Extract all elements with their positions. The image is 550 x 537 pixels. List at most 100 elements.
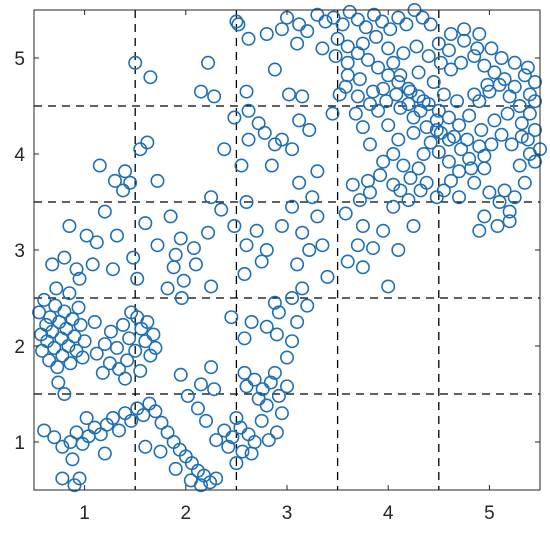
data-point (214, 202, 229, 217)
data-point (269, 425, 284, 440)
data-point (472, 223, 487, 238)
data-point (325, 106, 340, 121)
data-point (462, 151, 477, 166)
data-point (193, 84, 208, 99)
data-point (251, 116, 266, 131)
data-point (95, 365, 110, 380)
data-point (431, 36, 446, 51)
data-point (406, 125, 421, 140)
data-point (201, 55, 216, 70)
data-point (69, 425, 84, 440)
x-axis-ticks: 1 2 3 4 5 (79, 10, 495, 524)
data-point (338, 79, 353, 94)
data-point (174, 290, 189, 305)
data-point (92, 158, 107, 173)
data-point (254, 254, 269, 269)
data-point (350, 12, 365, 27)
data-point (366, 241, 381, 256)
data-point (120, 353, 135, 368)
data-point (472, 26, 487, 41)
data-point (452, 118, 467, 133)
data-point (57, 386, 72, 401)
data-point (209, 433, 224, 448)
data-point (467, 175, 482, 190)
data-point (259, 398, 274, 413)
x-tick-label: 3 (282, 503, 293, 524)
data-point (290, 257, 305, 272)
data-point (482, 84, 497, 99)
data-point (381, 41, 396, 56)
data-point (474, 123, 489, 138)
data-point (477, 58, 492, 73)
data-point (300, 298, 315, 313)
data-point (62, 219, 77, 234)
data-point (207, 89, 222, 104)
data-point (389, 87, 404, 102)
data-point (102, 356, 117, 371)
data-point (302, 243, 317, 258)
data-point (259, 319, 274, 334)
data-point (369, 29, 384, 44)
data-point (464, 161, 479, 176)
data-point (431, 103, 446, 118)
data-point (285, 334, 300, 349)
data-point (267, 365, 282, 380)
data-point (237, 331, 252, 346)
data-point (345, 177, 360, 192)
data-point (79, 410, 94, 425)
data-point (419, 120, 434, 135)
data-point (477, 209, 492, 224)
data-point (227, 110, 242, 125)
data-point (45, 324, 60, 339)
data-point (97, 446, 112, 461)
data-point (295, 89, 310, 104)
data-point (433, 55, 448, 70)
data-point (274, 219, 289, 234)
data-point (133, 363, 148, 378)
data-point (51, 375, 66, 390)
data-point (376, 223, 391, 238)
data-point (45, 257, 60, 272)
data-point (71, 300, 86, 315)
data-point (340, 39, 355, 54)
data-point (89, 346, 104, 361)
data-point (124, 305, 139, 320)
data-point (467, 87, 482, 102)
data-point (497, 72, 512, 87)
data-point (429, 123, 444, 138)
data-point (65, 452, 80, 467)
data-point (431, 145, 446, 160)
data-point (527, 75, 542, 90)
data-point (450, 94, 465, 109)
data-point (310, 209, 325, 224)
data-point (290, 36, 305, 51)
data-point (225, 430, 240, 445)
data-point (399, 17, 414, 32)
data-point (168, 247, 183, 262)
data-point (204, 279, 219, 294)
x-tick-label: 4 (383, 503, 394, 524)
data-point (168, 461, 183, 476)
data-point (249, 223, 264, 238)
data-point (443, 173, 458, 188)
data-point (338, 206, 353, 221)
data-point (87, 314, 102, 329)
data-point (527, 154, 542, 169)
y-tick-label: 2 (14, 337, 25, 358)
data-point (457, 33, 472, 48)
data-point (186, 241, 201, 256)
data-point (441, 43, 456, 58)
data-point (204, 190, 219, 205)
data-point (285, 142, 300, 157)
data-point (224, 310, 239, 325)
data-point (193, 377, 208, 392)
data-point (138, 216, 153, 231)
data-point (138, 439, 153, 454)
data-point (426, 75, 441, 90)
y-axis-ticks: 1 2 3 4 5 (14, 49, 540, 454)
data-point (229, 456, 244, 471)
data-point (112, 423, 127, 438)
data-point (77, 334, 92, 349)
data-point (413, 183, 428, 198)
data-point (376, 81, 391, 96)
